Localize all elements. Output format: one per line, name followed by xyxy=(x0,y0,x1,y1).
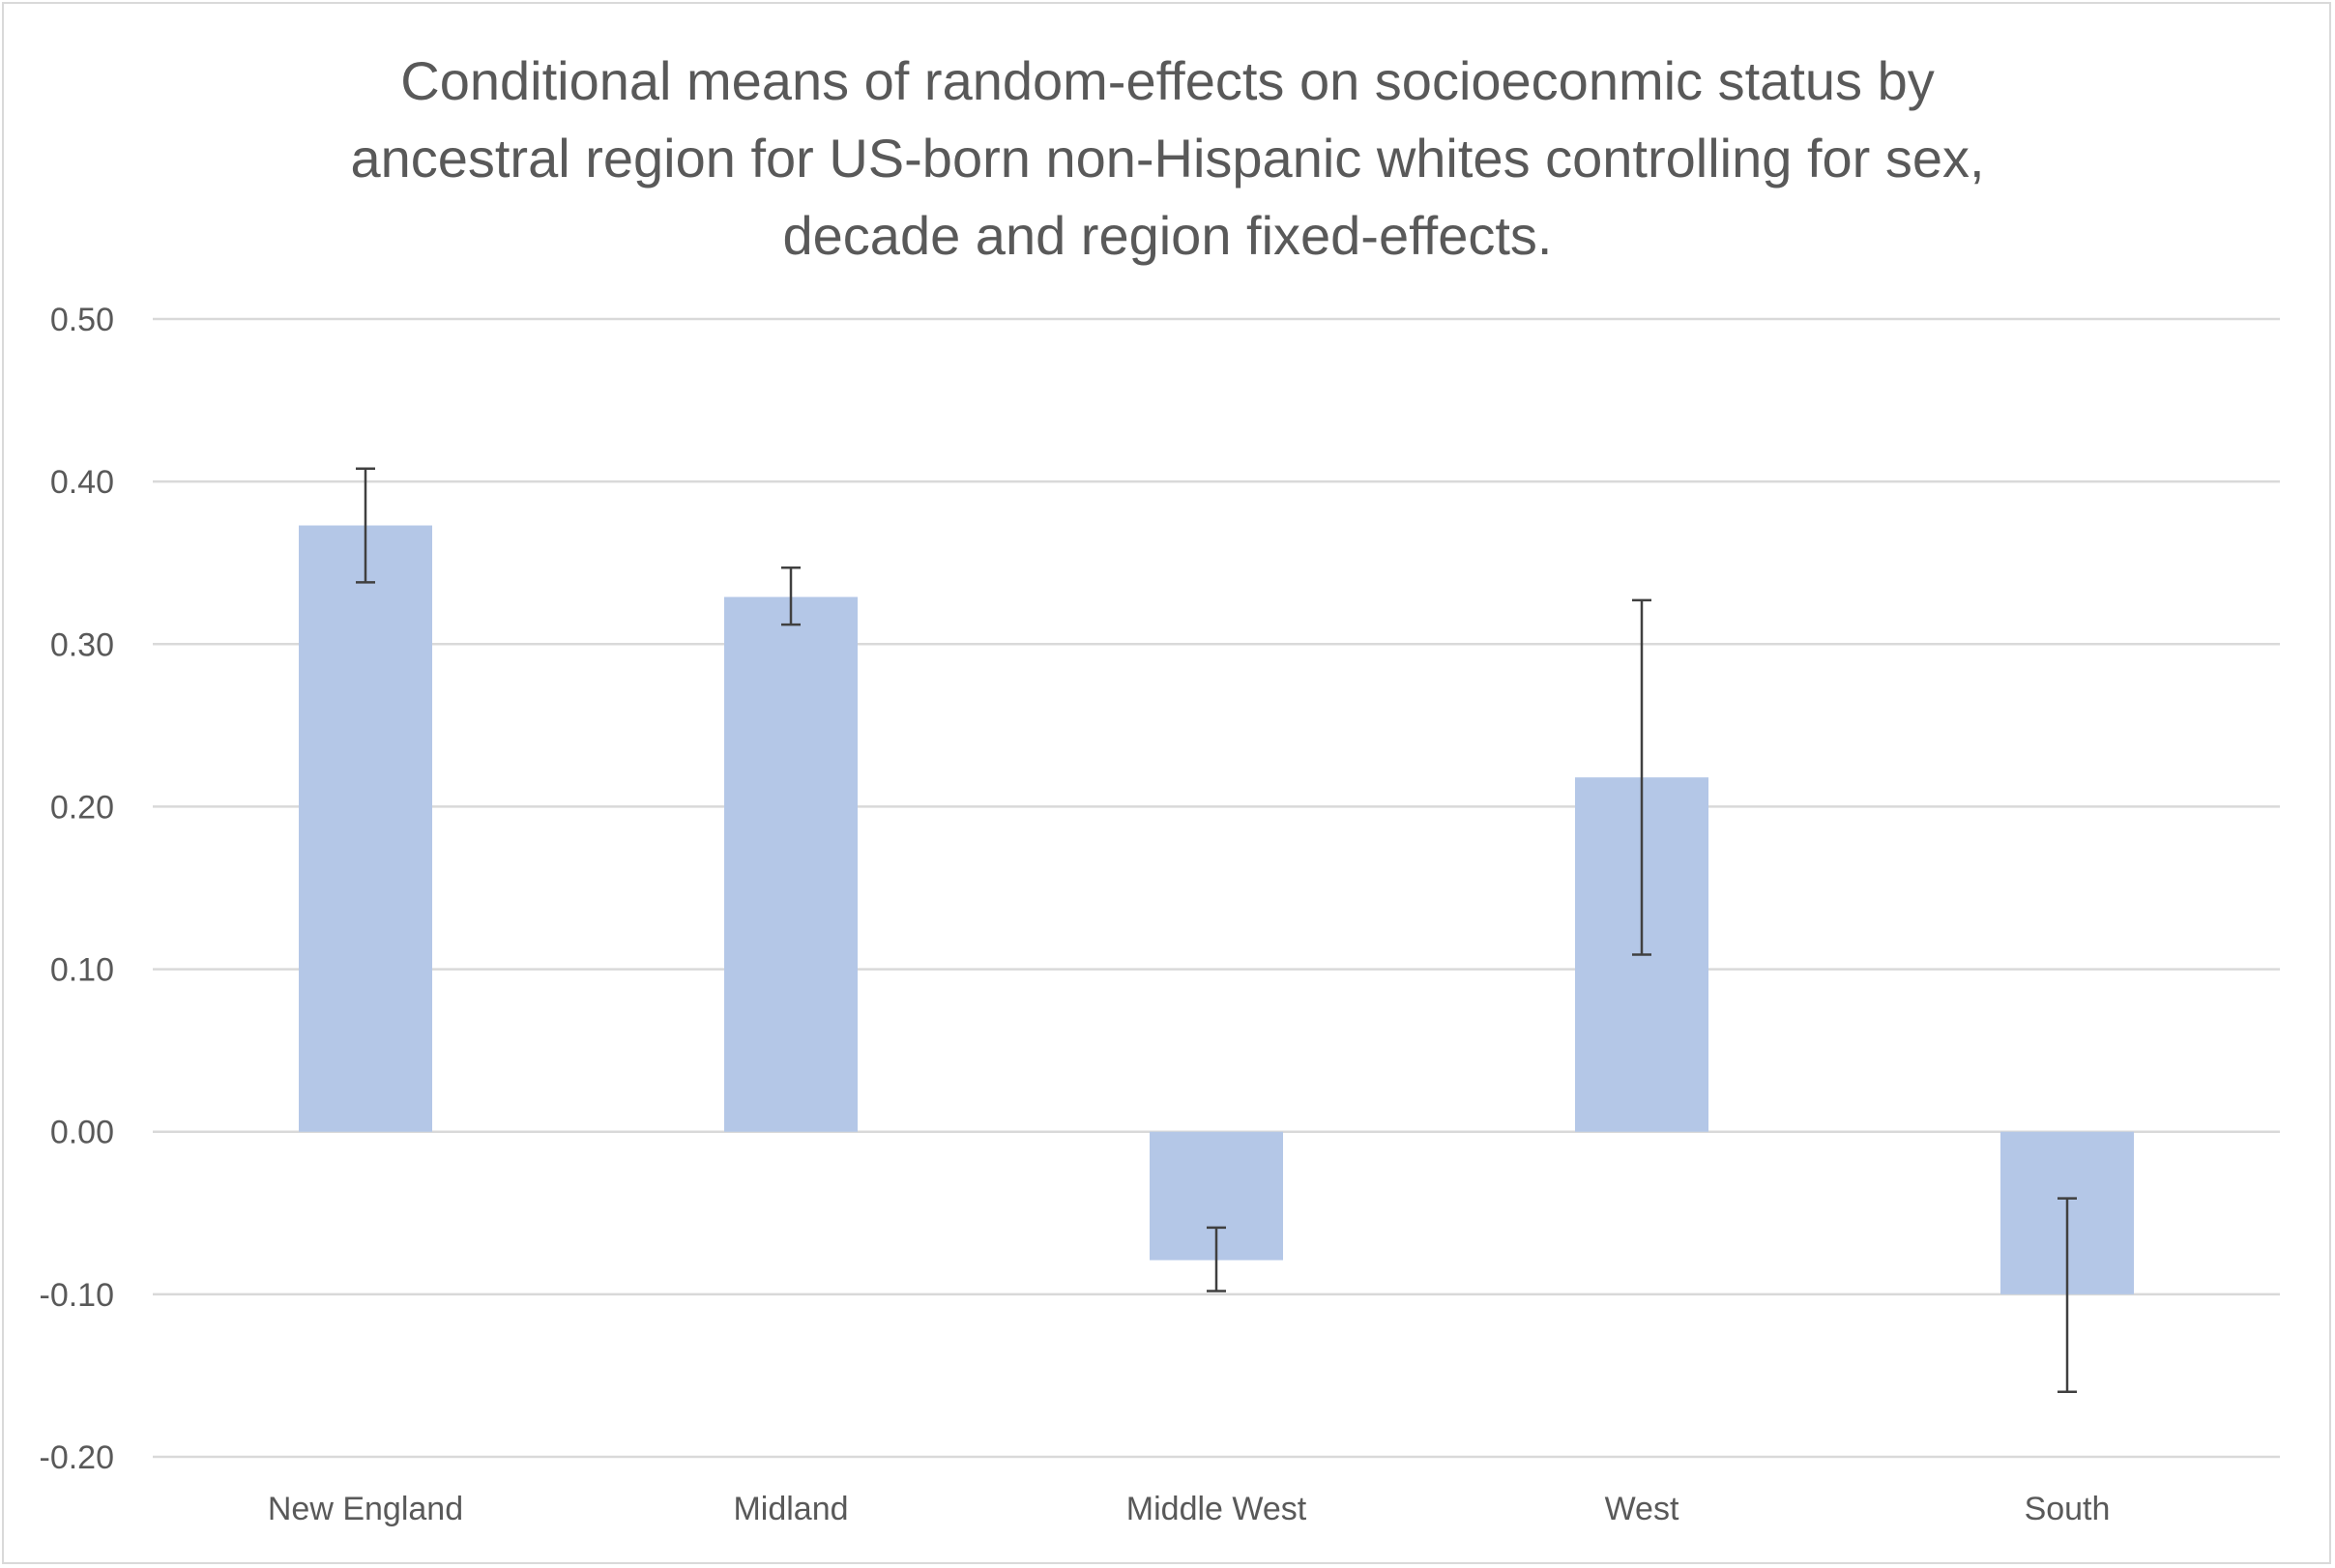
y-tick-label: 0.10 xyxy=(50,952,114,989)
y-axis-tick-labels: 0.50 0.40 0.30 0.20 0.10 0.00 -0.10 -0.20 xyxy=(40,302,115,1476)
y-tick-label: -0.10 xyxy=(40,1277,115,1314)
bars xyxy=(299,525,2134,1294)
x-tick-label-new-england: New England xyxy=(268,1491,463,1527)
y-tick-label: 0.20 xyxy=(50,789,114,826)
error-bar-new-england xyxy=(356,467,375,584)
chart-title: Conditional means of random-effects on s… xyxy=(350,50,1985,266)
y-tick-label: 0.00 xyxy=(50,1115,114,1151)
x-tick-label-middle-west: Middle West xyxy=(1126,1491,1307,1527)
error-bar-middle-west xyxy=(1207,1226,1226,1292)
x-axis-category-labels: New England Midland Middle West West South xyxy=(268,1491,2111,1527)
x-tick-label-west: West xyxy=(1605,1491,1679,1527)
error-bar-south xyxy=(2058,1197,2077,1393)
error-bars xyxy=(356,467,2077,1393)
x-tick-label-midland: Midland xyxy=(733,1491,848,1527)
y-tick-label: 0.50 xyxy=(50,302,114,338)
error-bar-west xyxy=(1632,598,1651,956)
y-tick-label: -0.20 xyxy=(40,1439,115,1476)
bar-new-england xyxy=(299,525,432,1132)
y-tick-label: 0.30 xyxy=(50,626,114,663)
y-tick-label: 0.40 xyxy=(50,464,114,501)
bar-midland xyxy=(724,596,858,1132)
error-bar-midland xyxy=(781,566,801,626)
gridlines xyxy=(153,317,2280,1459)
x-tick-label-south: South xyxy=(2025,1491,2111,1527)
